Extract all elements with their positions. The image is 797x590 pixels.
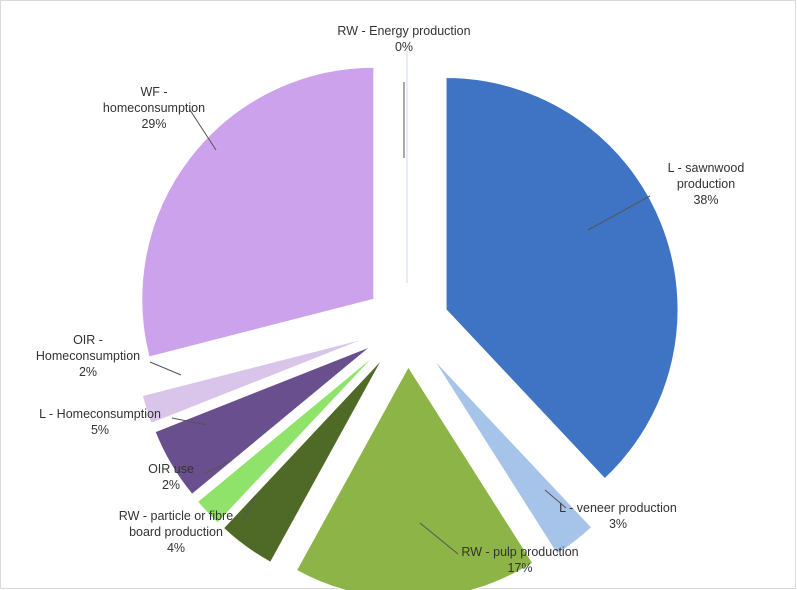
leader-line-l-veneer-production (544, 489, 567, 509)
leader-line-oir-use (205, 460, 231, 474)
slice-rw-pulp-production (295, 365, 534, 590)
slice-l-homeconsumption (154, 345, 372, 495)
slice-labels: RW - Energy production 0% L - sawnwood prod… (36, 24, 744, 575)
leader-line-l-homeconsumption (171, 417, 208, 426)
slice-oir-use (196, 353, 377, 524)
slice-label-wf-homeconsumption: WF -homeconsumption 29% (103, 85, 205, 131)
leader-line-oir-homeconsumption (149, 361, 182, 376)
slice-label-rw-particle-or-fibre-board-production: RW - particle or fibre board production 4% (119, 509, 233, 555)
slice-rw-particle-or-fibre-board-production (222, 358, 383, 563)
slice-l-veneer-production (432, 357, 593, 555)
slice-label-l-veneer-production: L - veneer production 3% (559, 501, 677, 531)
leader-line-rw-particle-or-fibre-board-production (242, 495, 256, 521)
leader-line-l-sawnwood-production (587, 195, 651, 231)
slice-label-oir-use: OIR use 2% (148, 462, 194, 492)
slice-label-rw-energy-production: RW - Energy production 0% (337, 24, 470, 54)
slice-label-l-homeconsumption: L - Homeconsumption 5% (39, 407, 161, 437)
pie-slices (141, 51, 679, 590)
leader-line-wf-homeconsumption (189, 109, 217, 151)
slice-l-sawnwood-production (445, 77, 679, 480)
slice-label-l-sawnwood-production: L - sawnwood production 38% (668, 161, 745, 207)
leader-lines (149, 82, 651, 555)
slice-label-oir-homeconsumption: OIR -Homeconsumption 2% (36, 333, 140, 379)
slice-label-rw-pulp-production: RW - pulp production 17% (461, 545, 578, 575)
leader-line-rw-pulp-production (419, 522, 459, 555)
slice-oir-homeconsumption (141, 337, 368, 425)
slice-wf-homeconsumption (141, 66, 375, 358)
